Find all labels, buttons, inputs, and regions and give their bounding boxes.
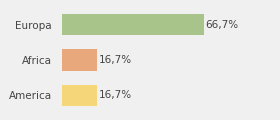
Text: 66,7%: 66,7% — [206, 20, 239, 30]
Bar — [62, 85, 97, 106]
Bar — [62, 49, 97, 71]
Text: 16,7%: 16,7% — [99, 55, 132, 65]
Bar — [62, 14, 204, 35]
Text: 16,7%: 16,7% — [99, 90, 132, 100]
